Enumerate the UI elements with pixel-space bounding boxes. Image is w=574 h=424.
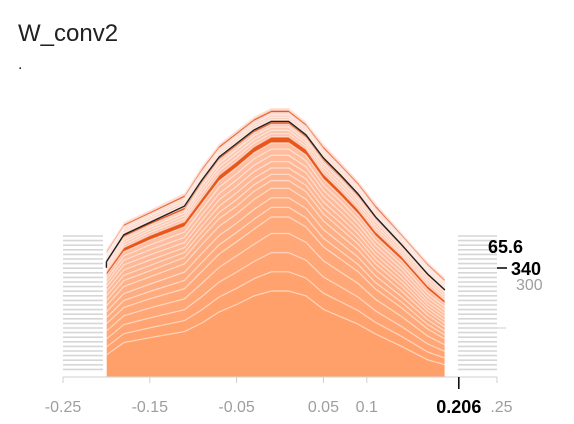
highlighted-step-outline	[105, 120, 446, 291]
histogram-layers	[105, 107, 446, 378]
hover-x-label: 0.206	[436, 397, 481, 417]
hover-x-label-bg	[428, 393, 491, 417]
hover-value-label: 65.6	[488, 237, 523, 257]
hover-step-label: 340	[511, 259, 541, 279]
x-tick-label: 0.05	[308, 399, 339, 416]
histogram-gridlines	[63, 235, 497, 371]
chart-title: W_conv2	[18, 20, 119, 47]
x-tick-label: -0.25	[45, 399, 82, 416]
x-tick-label: -0.05	[218, 399, 255, 416]
chart-subtitle: .	[18, 56, 23, 73]
histogram-layer	[105, 290, 446, 378]
x-tick-label: -0.15	[132, 399, 169, 416]
hover-step-label-bg	[508, 256, 554, 278]
y-tick-label: 300	[516, 277, 543, 294]
x-tick-label: 0.1	[356, 399, 378, 416]
y-axis: 300	[497, 277, 543, 329]
x-axis: -0.25 -0.15 -0.05 0.05 0.1 0.25	[45, 376, 513, 416]
